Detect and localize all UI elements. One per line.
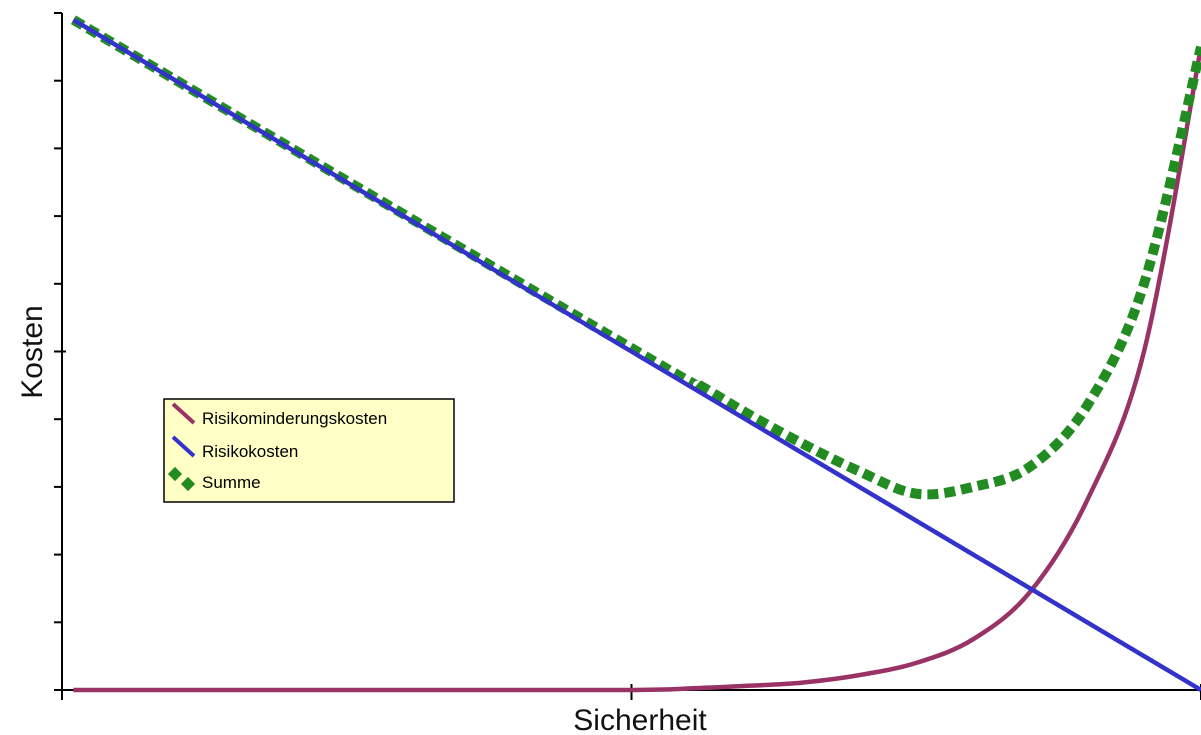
series-line-summe (70, 15, 1201, 500)
series-line-risikominderungskosten (73, 46, 1201, 693)
legend-box (163, 398, 455, 503)
legend-item: Risikominderungskosten (171, 402, 387, 428)
legend-swatch (171, 435, 196, 458)
plot-area (70, 15, 1201, 693)
legend-swatch (180, 476, 196, 492)
legend-item: Summe (167, 466, 261, 492)
legend-label: Risikokosten (202, 442, 298, 461)
series-line-risikokosten (72, 17, 1201, 692)
y-axis-label: Kosten (16, 305, 49, 398)
legend-label: Risikominderungskosten (202, 409, 387, 428)
legend-swatch (167, 466, 183, 482)
legend: Risikominderungskosten Risikokosten Summe (163, 398, 455, 503)
x-axis-label: Sicherheit (573, 704, 707, 735)
legend-label: Summe (202, 473, 261, 492)
legend-item: Risikokosten (171, 435, 298, 461)
axes (54, 12, 1201, 700)
legend-swatch (171, 402, 196, 425)
